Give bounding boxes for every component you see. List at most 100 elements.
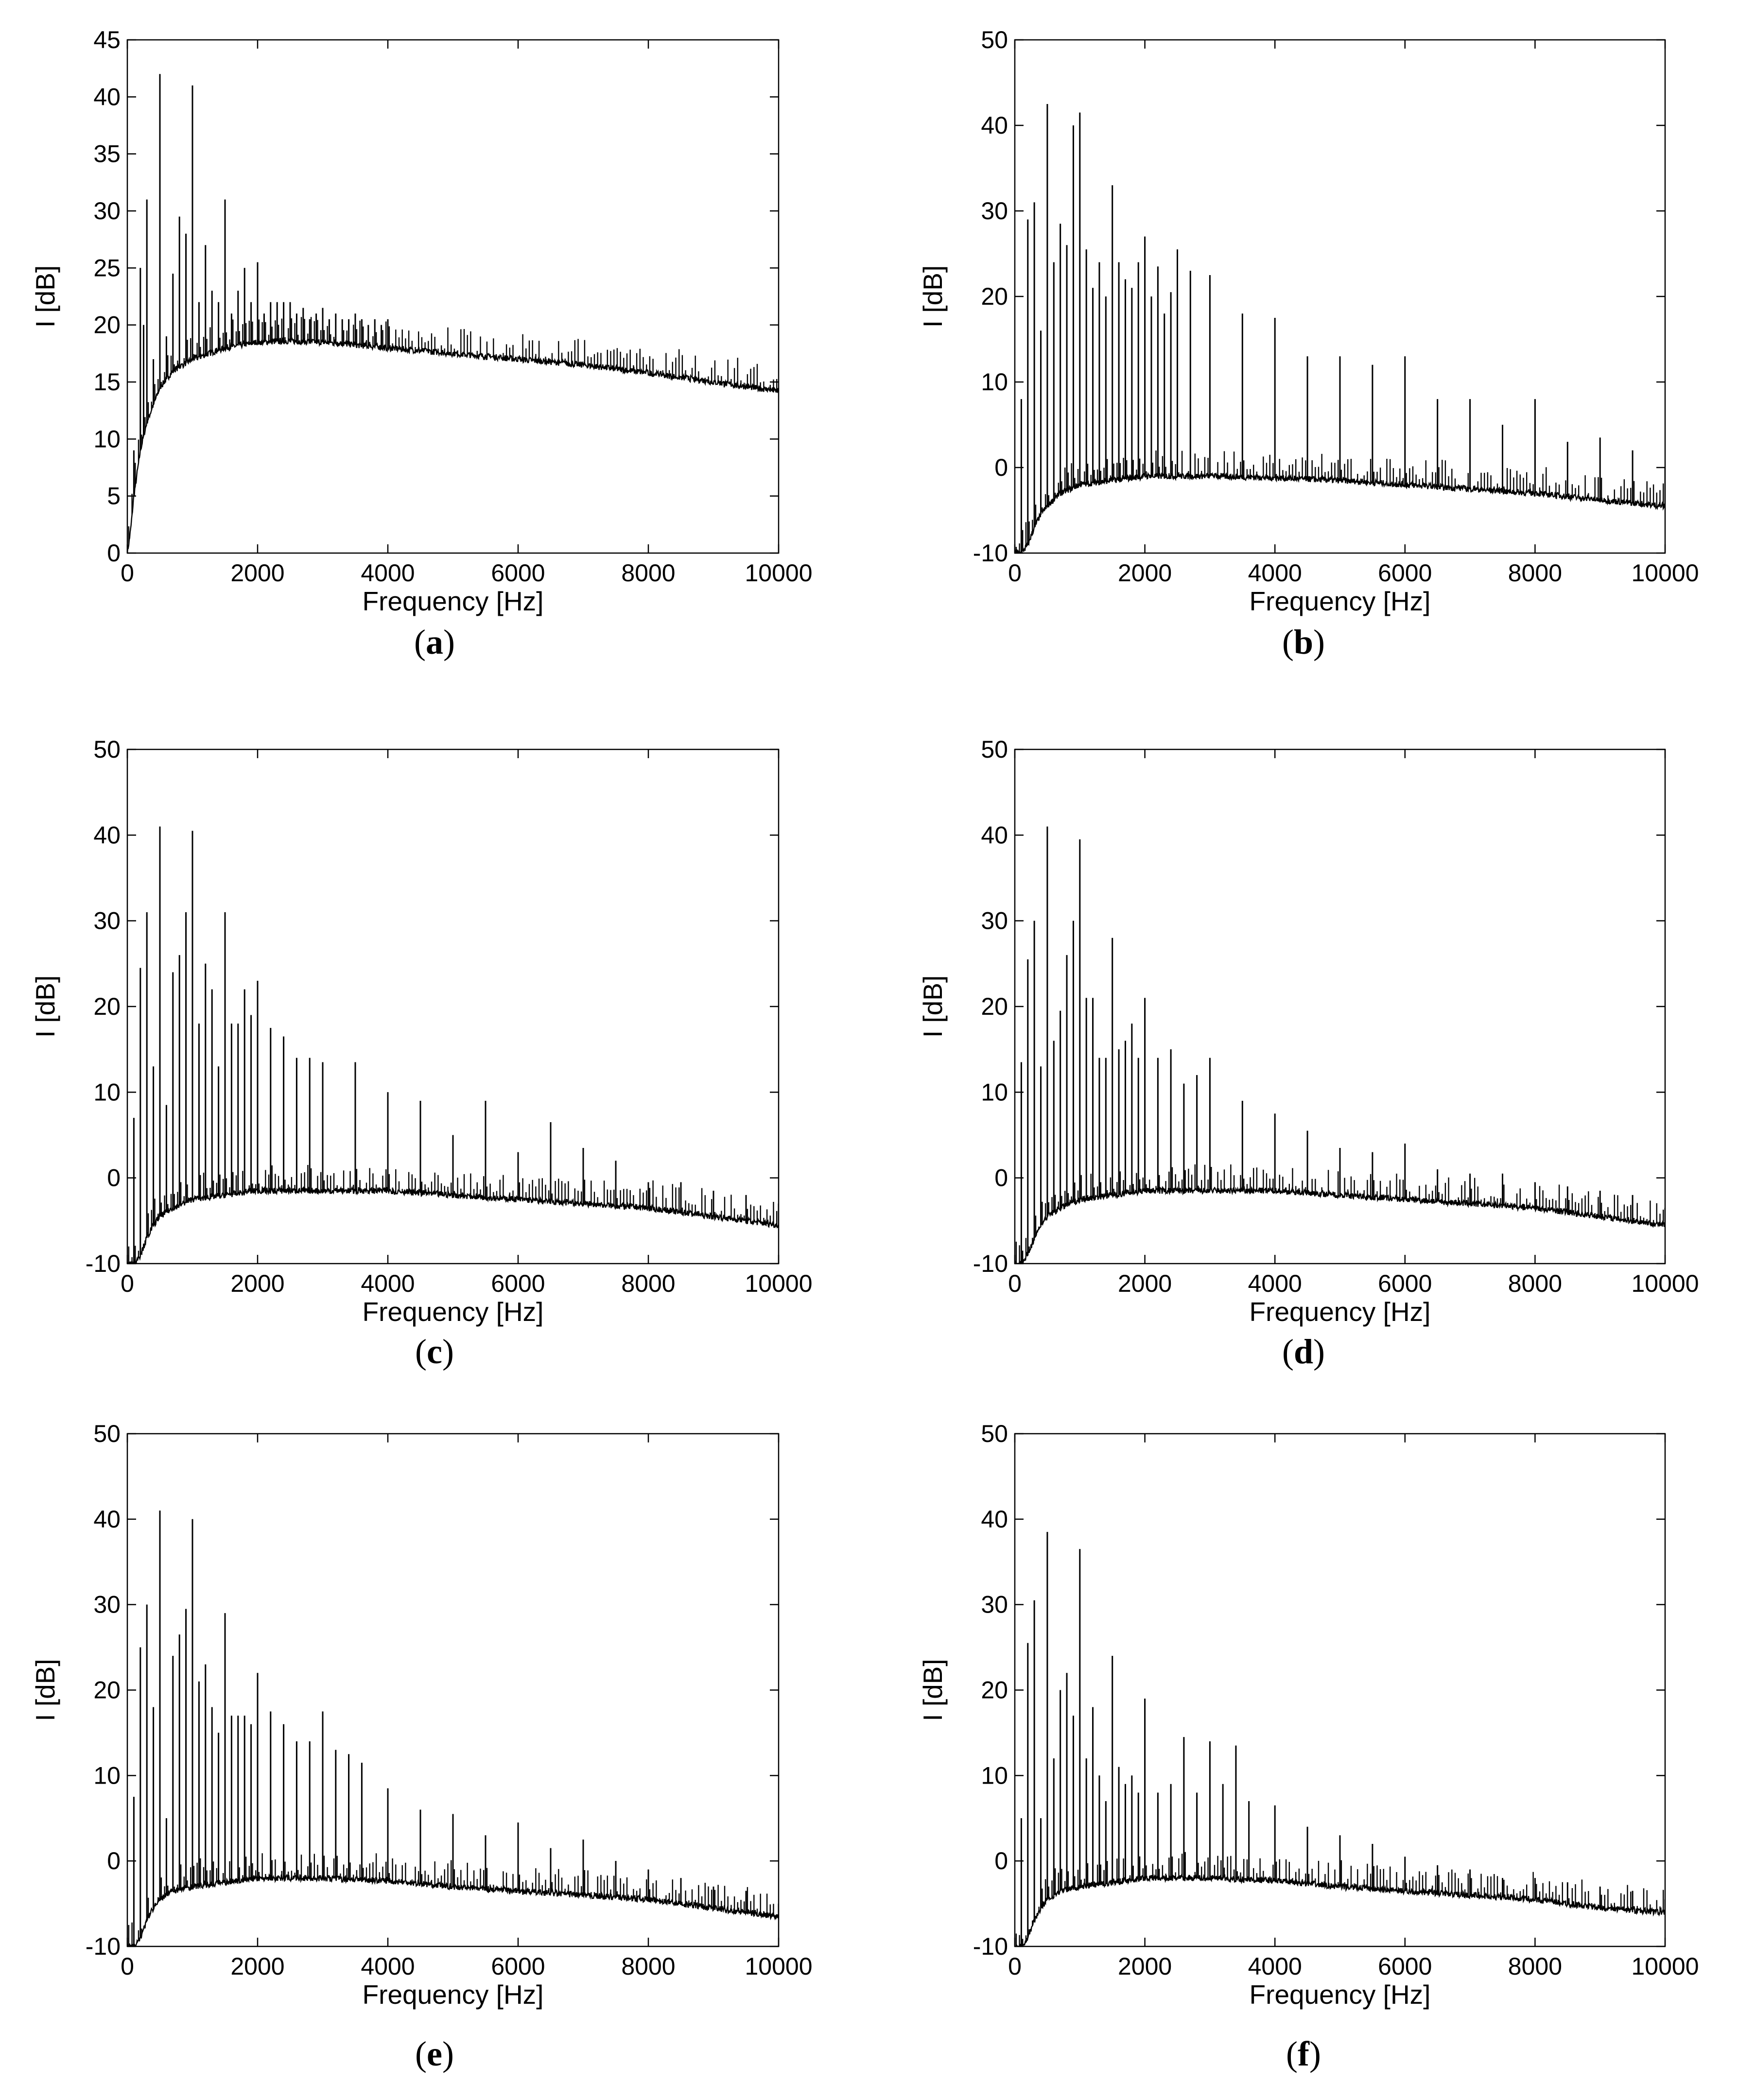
x-tick-label: 8000 (1508, 559, 1562, 587)
spectrum-chart-b: 0 2000 4000 6000 8000 10000-1001020304050Freq… (918, 26, 1699, 616)
x-tick-label: 6000 (1378, 1270, 1432, 1297)
spectrum-series-0 (1015, 826, 1665, 1264)
y-tick-label: 30 (93, 197, 121, 225)
x-axis-label: Frequency [Hz] (363, 586, 544, 616)
x-tick-label: 0 (121, 1953, 134, 1980)
spectrum-series-0 (127, 1510, 779, 1946)
x-tick-label: 0 (1008, 1270, 1022, 1297)
y-tick-label: 10 (981, 368, 1008, 396)
caption-a: (a) (414, 623, 455, 661)
y-tick-label: 20 (981, 1677, 1008, 1704)
y-tick-label: 40 (981, 1506, 1008, 1533)
panel-a: 0 2000 4000 6000 8000 10000 0 5 10 15 20 25 30 35 40 45… (0, 0, 869, 700)
y-tick-label: 10 (93, 425, 121, 452)
x-tick-label: 10000 (1631, 1270, 1699, 1297)
x-tick-label: 2000 (1118, 1953, 1172, 1980)
x-tick-label: 6000 (491, 1270, 545, 1297)
y-tick-label: 45 (93, 26, 121, 53)
caption-d: (d) (1282, 1332, 1325, 1371)
y-tick-label: 10 (981, 1078, 1008, 1106)
y-tick-label: 0 (107, 539, 121, 567)
plot-frame (126, 39, 780, 554)
x-tick-label: 2000 (230, 1953, 284, 1980)
x-tick-label: 4000 (361, 559, 415, 587)
y-tick-label: 40 (93, 1506, 121, 1533)
x-axis-label: Frequency [Hz] (1250, 1979, 1431, 2010)
y-tick-label: 30 (981, 1591, 1008, 1618)
x-tick-label: 8000 (1508, 1270, 1562, 1297)
x-tick-label: 10000 (1631, 1953, 1699, 1980)
y-axis-label: I [dB] (30, 975, 60, 1038)
y-tick-label: 40 (981, 112, 1008, 139)
x-tick-label: 8000 (621, 1270, 675, 1297)
x-tick-label: 4000 (1248, 1953, 1302, 1980)
y-tick-label: 50 (981, 736, 1008, 763)
y-axis-label: I [dB] (30, 265, 60, 328)
y-tick-label: 0 (994, 454, 1008, 481)
y-tick-label: 10 (93, 1762, 121, 1789)
y-tick-label: 30 (981, 907, 1008, 935)
x-tick-label: 10000 (745, 1953, 812, 1980)
y-axis-label: I [dB] (918, 1659, 948, 1721)
caption-f: (f) (1286, 2034, 1321, 2073)
y-tick-label: 20 (981, 283, 1008, 310)
spectrum-chart-a: 0 2000 4000 6000 8000 10000 0 5 10 15 20 25 30 35 40 45… (30, 26, 813, 616)
y-tick-label: -10 (973, 1933, 1008, 1960)
spectrum-series-0 (1015, 1532, 1665, 1946)
panel-f: 0 2000 4000 6000 8000 10000 -10 0 10 20 30 40 50 Freq… (869, 1400, 1738, 2100)
y-tick-label: 0 (994, 1164, 1008, 1192)
y-tick-label: 10 (93, 1078, 121, 1106)
x-tick-label: 4000 (361, 1953, 415, 1980)
x-tick-label: 2000 (230, 559, 284, 587)
y-axis-label: I [dB] (918, 265, 948, 328)
y-tick-label: 20 (93, 993, 121, 1020)
panel-b: 0 2000 4000 6000 8000 10000 -10 0 10 20 30 40 50 Freq… (869, 0, 1738, 700)
x-axis-label: Frequency [Hz] (1250, 586, 1431, 616)
x-tick-label: 10000 (745, 1270, 812, 1297)
spectrum-chart-c: 0 2000 4000 6000 8000 10000-1001020304050Freq… (30, 736, 813, 1327)
y-tick-label: -10 (86, 1250, 121, 1277)
y-tick-label: -10 (86, 1933, 121, 1960)
x-tick-label: 6000 (1378, 559, 1432, 587)
y-axis-label: I [dB] (30, 1659, 60, 1721)
y-tick-label: 25 (93, 254, 121, 281)
x-tick-label: 0 (1008, 559, 1022, 587)
spectrum-series-0 (1015, 104, 1665, 553)
y-tick-label: 0 (107, 1847, 121, 1874)
y-tick-label: 30 (93, 1591, 121, 1618)
x-tick-label: 8000 (621, 559, 675, 587)
panel-d: 0 2000 4000 6000 8000 10000 -10 0 10 20 30 40 50 Freq… (869, 700, 1738, 1400)
y-tick-label: 20 (93, 1677, 121, 1704)
y-tick-label: -10 (973, 1250, 1008, 1277)
y-tick-label: 50 (93, 736, 121, 763)
y-tick-label: 50 (93, 1420, 121, 1447)
spectrum-series-0 (127, 826, 779, 1264)
x-tick-label: 2000 (1118, 1270, 1172, 1297)
caption-e: (e) (415, 2034, 454, 2073)
y-tick-label: 0 (994, 1847, 1008, 1874)
panel-e: 0 2000 4000 6000 8000 10000 -10 0 10 20 30 40 50 Freq… (0, 1400, 869, 2100)
spectrum-chart-e: 0 2000 4000 6000 8000 10000-1001020304050Freq… (30, 1420, 813, 2010)
y-tick-label: 50 (981, 1420, 1008, 1447)
y-tick-label: 10 (981, 1762, 1008, 1789)
x-tick-label: 4000 (1248, 559, 1302, 587)
y-tick-label: 30 (93, 907, 121, 935)
y-tick-label: 0 (107, 1164, 121, 1192)
spectrum-chart-d: 0 2000 4000 6000 8000 10000-1001020304050Freq… (918, 736, 1699, 1327)
x-axis-label: Frequency [Hz] (363, 1979, 544, 2010)
x-tick-label: 2000 (1118, 559, 1172, 587)
y-tick-label: 50 (981, 26, 1008, 53)
y-tick-label: 40 (93, 821, 121, 849)
caption-c: (c) (415, 1332, 454, 1371)
x-tick-label: 10000 (745, 559, 812, 587)
x-tick-label: 8000 (1508, 1953, 1562, 1980)
x-tick-label: 10000 (1631, 559, 1699, 587)
caption-b: (b) (1282, 623, 1325, 661)
x-tick-label: 0 (121, 1270, 134, 1297)
y-tick-label: 15 (93, 368, 121, 396)
x-tick-label: 6000 (491, 559, 545, 587)
y-axis-label: I [dB] (918, 975, 948, 1038)
x-tick-label: 4000 (361, 1270, 415, 1297)
y-tick-label: 35 (93, 140, 121, 168)
